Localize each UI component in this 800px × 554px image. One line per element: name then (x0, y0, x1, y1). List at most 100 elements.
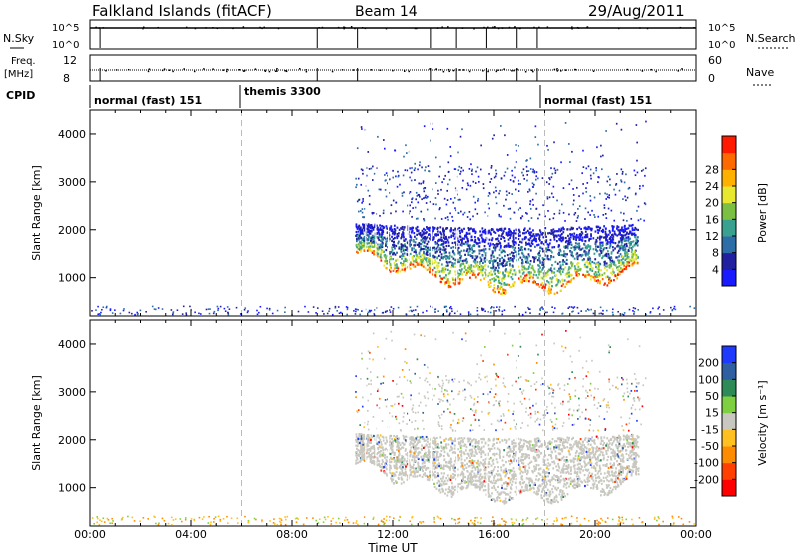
scatter-cell (385, 519, 388, 522)
scatter-cell (453, 460, 456, 463)
scatter-cell (577, 245, 580, 248)
scatter-cell (517, 190, 520, 192)
scatter-cell (543, 258, 546, 261)
scatter-cell (475, 241, 478, 245)
scatter-cell (418, 164, 421, 167)
scatter-cell (459, 170, 462, 173)
scatter-cell (366, 442, 369, 445)
nsky-point (142, 27, 144, 30)
scatter-cell (356, 444, 359, 448)
scatter-cell (526, 259, 529, 262)
scatter-cell (97, 305, 99, 308)
scatter-cell (573, 199, 575, 202)
scatter-cell (448, 257, 451, 260)
scatter-cell (383, 470, 386, 473)
scatter-cell (377, 523, 380, 526)
scatter-cell (501, 518, 503, 520)
scatter-cell (520, 246, 523, 249)
data-gap (365, 111, 367, 315)
nsky-point (447, 26, 449, 28)
nsky-point (95, 26, 97, 29)
scatter-cell (552, 255, 555, 259)
scatter-cell (284, 311, 286, 313)
scatter-cell (578, 226, 581, 229)
scatter-cell (493, 260, 496, 263)
scatter-cell (446, 479, 449, 482)
scatter-cell (626, 256, 629, 259)
scatter-cell (524, 241, 527, 244)
scatter-cell (495, 275, 498, 278)
scatter-cell (447, 256, 450, 259)
scatter-cell (447, 218, 449, 221)
scatter-cell (625, 245, 628, 248)
scatter-cell (442, 467, 445, 471)
scatter-cell (546, 273, 549, 276)
scatter-cell (586, 266, 589, 269)
scatter-cell (480, 233, 483, 236)
scatter-cell (386, 474, 389, 477)
scatter-cell (558, 445, 560, 449)
scatter-cell (576, 520, 578, 523)
scatter-cell (450, 229, 453, 232)
scatter-cell (644, 174, 646, 177)
scatter-cell (226, 306, 229, 308)
scatter-cell (566, 272, 569, 275)
scatter-cell (632, 309, 634, 312)
scatter-cell (431, 268, 434, 272)
scatter-cell (414, 265, 417, 268)
scatter-cell (460, 440, 462, 443)
scatter-cell (560, 161, 562, 164)
beam-label: Beam 14 (355, 4, 418, 20)
scatter-cell (612, 474, 615, 478)
scatter-cell (513, 281, 516, 284)
scatter-cell (513, 211, 516, 214)
scatter-cell (521, 272, 524, 275)
scatter-cell (505, 493, 507, 496)
scatter-cell (155, 522, 157, 525)
scatter-cell (595, 279, 598, 282)
scatter-cell (451, 276, 454, 280)
scatter-cell (562, 187, 565, 190)
scatter-cell (550, 251, 553, 254)
scatter-cell (527, 267, 530, 270)
scatter-cell (637, 228, 639, 232)
scatter-cell (596, 476, 599, 479)
scatter-cell (545, 466, 548, 470)
scatter-cell (567, 240, 570, 243)
scatter-cell (467, 269, 470, 272)
scatter-cell (361, 446, 364, 449)
scatter-cell (593, 261, 596, 265)
scatter-cell (441, 181, 443, 184)
scatter-cell (591, 260, 594, 264)
scatter-cell (581, 259, 584, 262)
scatter-cell (410, 243, 412, 246)
scatter-cell (627, 235, 630, 239)
scatter-cell (513, 240, 515, 243)
scatter-cell (480, 307, 483, 310)
scatter-cell (212, 312, 215, 315)
scatter-cell (373, 172, 376, 175)
scatter-cell (449, 198, 452, 200)
scatter-cell (385, 225, 388, 228)
scatter-cell (457, 251, 460, 254)
scatter-cell (585, 187, 587, 190)
scatter-cell (597, 521, 600, 523)
scatter-cell (479, 256, 482, 259)
scatter-cell (280, 519, 283, 521)
scatter-cell (379, 224, 382, 227)
scatter-cell (466, 216, 469, 218)
scatter-cell (442, 276, 445, 279)
nsky-point (232, 27, 234, 30)
scatter-cell (364, 207, 366, 210)
scatter-cell (555, 520, 558, 522)
scatter-cell (503, 277, 506, 280)
scatter-cell (142, 516, 145, 519)
scatter-cell (523, 265, 525, 268)
scatter-cell (617, 523, 619, 525)
scatter-cell (559, 235, 561, 238)
scatter-cell (583, 242, 585, 246)
scatter-cell (453, 463, 455, 466)
scatter-cell (357, 247, 360, 251)
scatter-cell (460, 241, 463, 244)
scatter-cell (297, 310, 300, 313)
